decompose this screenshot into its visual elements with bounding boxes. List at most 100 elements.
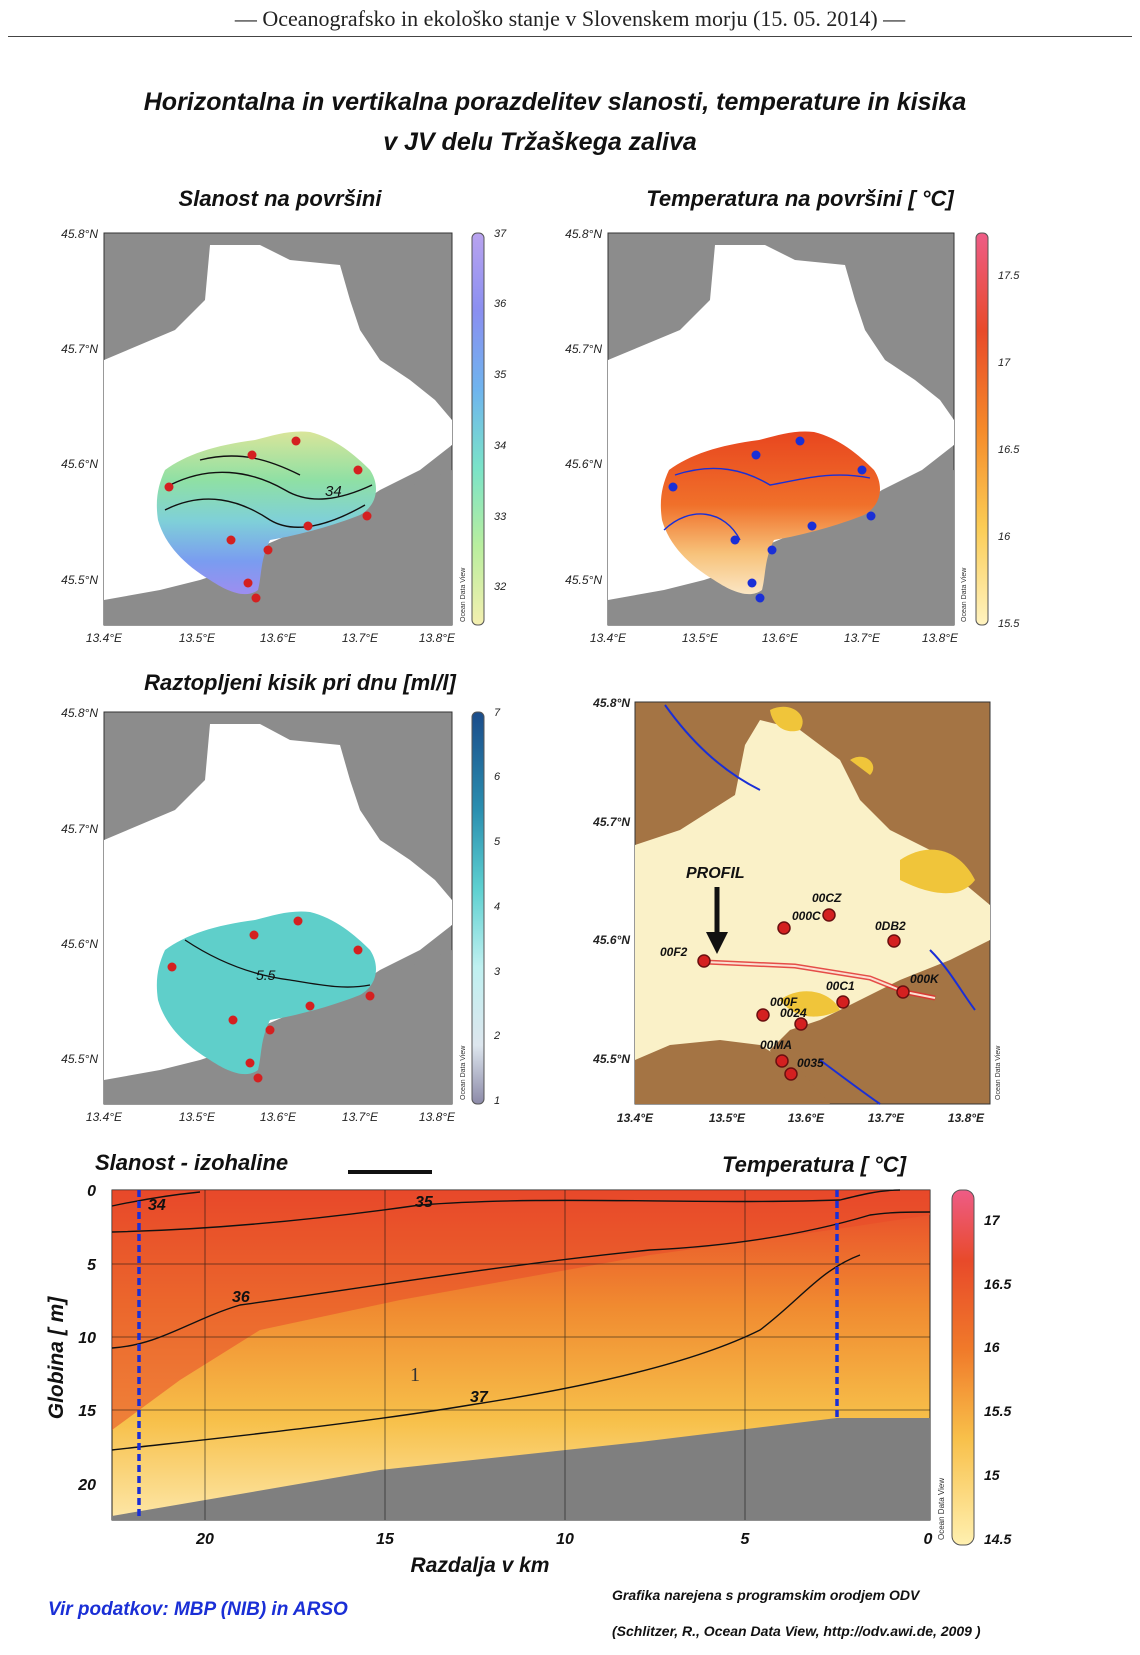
station-dot [767, 545, 777, 555]
lat-label: 45.6°N [61, 937, 98, 951]
station-dot [866, 511, 876, 521]
cb-tick: 35 [494, 369, 507, 381]
cb-tick: 16 [998, 531, 1011, 543]
station-dot [265, 1025, 275, 1035]
salinity-colorbar [471, 232, 485, 626]
cb-tick: 33 [494, 511, 507, 523]
station-dot [291, 436, 301, 446]
station-dot [228, 1015, 238, 1025]
cb-tick: 15.5 [998, 618, 1020, 630]
station-dot [807, 521, 817, 531]
main-title-line1: Horizontalna in vertikalna porazdelitev … [144, 88, 967, 116]
station-marker [756, 1008, 770, 1022]
lat-label: 45.7°N [565, 342, 602, 356]
cb-tick: 17 [984, 1212, 1001, 1228]
cb-tick: 16.5 [998, 444, 1020, 456]
lat-label: 45.5°N [592, 1052, 630, 1066]
lon-label: 13.4°E [590, 631, 627, 645]
station-dot [755, 593, 765, 603]
temperature-map-title: Temperatura na površini [ °C] [646, 186, 954, 211]
station-marker [887, 934, 901, 948]
lat-label: 45.7°N [61, 822, 98, 836]
lon-label: 13.6°E [260, 1110, 297, 1124]
section-grid [112, 1190, 930, 1520]
station-label: 0DB2 [875, 919, 906, 933]
cb-tick: 16 [984, 1339, 1000, 1355]
cb-tick: 4 [494, 901, 500, 913]
temperature-lon-labels: 13.4°E 13.5°E 13.6°E 13.7°E 13.8°E [590, 631, 959, 645]
station-dot [243, 578, 253, 588]
station-map-river-1 [664, 704, 761, 791]
credit-line-2: (Schlitzer, R., Ocean Data View, http://… [612, 1623, 981, 1639]
temperature-field [660, 431, 880, 595]
cb-tick: 15 [984, 1467, 1000, 1483]
station-map-land-south [635, 1040, 830, 1104]
station-dot [857, 465, 867, 475]
oxygen-map-title: Raztopljeni kisik pri dnu [ml/l] [144, 670, 456, 695]
station-dot [365, 991, 375, 1001]
odv-watermark: Ocean Data View [937, 1478, 946, 1540]
salinity-contour-1 [169, 471, 373, 500]
station-dot [353, 945, 363, 955]
station-dot [730, 535, 740, 545]
header-rule [8, 36, 1132, 37]
station-dot [253, 1073, 263, 1083]
station-label: 000K [910, 972, 940, 986]
page-header: — Oceanografsko in ekološko stanje v Slo… [234, 6, 906, 31]
oxygen-contour-1 [184, 939, 371, 988]
section-colorbar-ticks: 17 16.5 16 15.5 15 14.5 [984, 1212, 1011, 1547]
lat-label: 45.8°N [592, 696, 630, 710]
station-dot [247, 450, 257, 460]
section-left-title: Slanost - izohaline [95, 1150, 288, 1175]
data-source: Vir podatkov: MBP (NIB) in ARSO [48, 1599, 348, 1620]
salinity-colorbar-ticks: 37 36 35 34 33 32 [494, 228, 507, 593]
station-lat-labels: 45.8°N 45.7°N 45.6°N 45.5°N [592, 696, 630, 1066]
isohaline-36 [111, 1211, 931, 1349]
odv-watermark: Ocean Data View [961, 567, 968, 622]
y-tick: 10 [78, 1330, 96, 1347]
temperature-contour-1 [674, 467, 871, 486]
salinity-stations [164, 436, 372, 603]
x-tick: 0 [924, 1531, 933, 1548]
lon-label: 13.6°E [762, 631, 799, 645]
cb-tick: 37 [494, 228, 507, 240]
station-markers [697, 908, 910, 1081]
temperature-colorbar [975, 232, 989, 626]
section-colorbar [951, 1189, 975, 1546]
station-map-yellow-1 [900, 849, 975, 894]
isohaline-label: 35 [415, 1194, 434, 1211]
cb-tick: 16.5 [984, 1276, 1011, 1292]
station-label: 0024 [780, 1006, 807, 1020]
station-dot [362, 511, 372, 521]
oxygen-lon-labels: 13.4°E 13.5°E 13.6°E 13.7°E 13.8°E [86, 1110, 456, 1124]
cb-tick: 6 [494, 771, 501, 783]
station-marker [775, 1054, 789, 1068]
lon-label: 13.7°E [868, 1111, 905, 1125]
x-tick: 5 [741, 1531, 751, 1548]
lat-label: 45.6°N [565, 457, 602, 471]
profile-label: PROFIL [686, 865, 745, 882]
oxygen-colorbar [471, 711, 485, 1105]
lat-label: 45.6°N [61, 457, 98, 471]
temperature-map-panel: Temperatura na površini [ °C] 17.5 17 16… [565, 186, 1020, 645]
section-right-title: Temperatura [ °C] [722, 1152, 907, 1177]
lon-label: 13.5°E [179, 631, 216, 645]
oxygen-lat-labels: 45.8°N 45.7°N 45.6°N 45.5°N [61, 706, 98, 1066]
station-map-river-2 [929, 949, 976, 1011]
temperature-stations [668, 436, 876, 603]
lon-label: 13.4°E [617, 1111, 654, 1125]
lon-label: 13.6°E [260, 631, 297, 645]
station-dot [293, 916, 303, 926]
station-marker [822, 908, 836, 922]
cb-tick: 32 [494, 581, 506, 593]
lat-label: 45.7°N [61, 342, 98, 356]
station-dot [263, 545, 273, 555]
temperature-colorbar-ticks: 17.5 17 16.5 16 15.5 [998, 270, 1020, 630]
profile-arrowhead [706, 932, 728, 954]
cb-tick: 17 [998, 357, 1011, 369]
station-labels: 00CZ 000C 0DB2 00F2 000K 00C1 000F 0024 … [660, 891, 940, 1070]
section-ylabel: Globina [ m] [45, 1296, 68, 1420]
station-marker [784, 1067, 798, 1081]
oxygen-field [156, 911, 376, 1075]
station-dot [303, 521, 313, 531]
